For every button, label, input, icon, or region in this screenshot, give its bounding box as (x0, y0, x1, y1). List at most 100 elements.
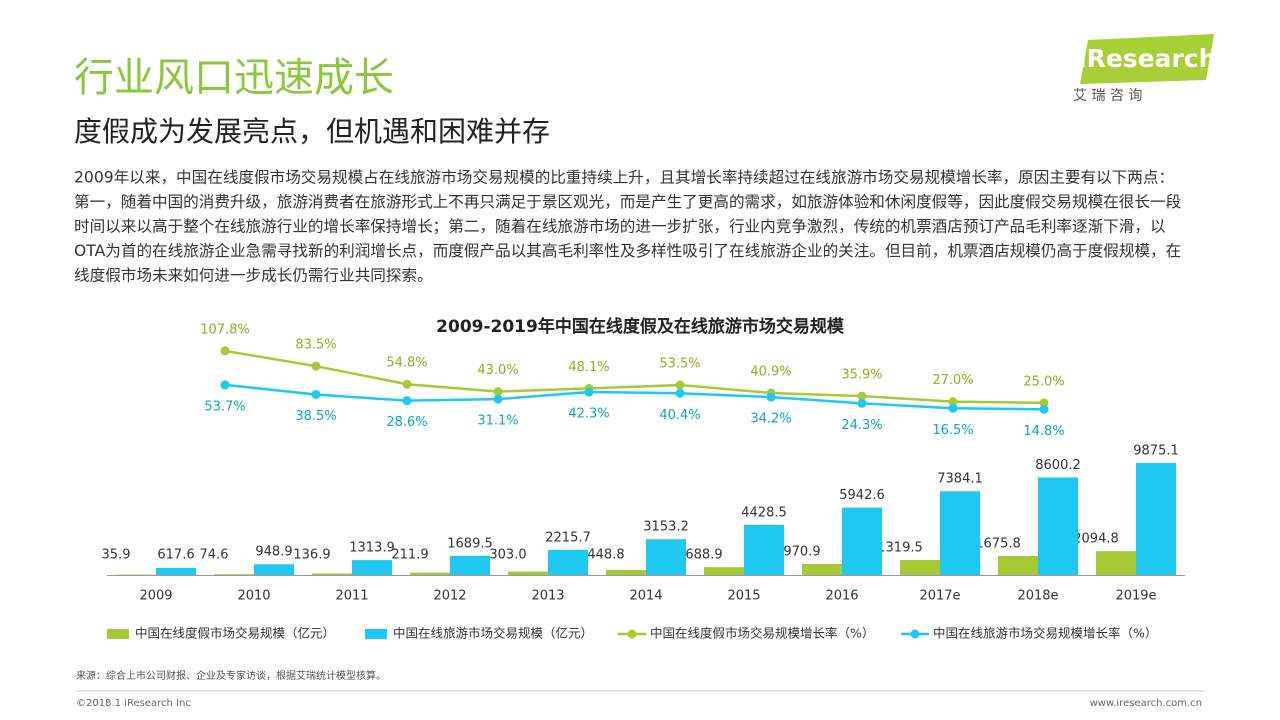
line-label: 54.8% (386, 356, 427, 371)
bar (254, 564, 294, 575)
bar-label: 211.9 (391, 548, 428, 563)
bar-label: 9875.1 (1133, 443, 1179, 458)
bar (410, 572, 450, 575)
line-label: 14.8% (1023, 424, 1064, 439)
legend-label: 中国在线旅游市场交易规模增长率（%） (933, 626, 1157, 641)
line-point (402, 379, 412, 389)
line-label: 24.3% (841, 418, 882, 433)
bar (802, 563, 842, 575)
bar-label: 136.9 (293, 548, 330, 563)
line-label: 40.4% (659, 408, 700, 423)
bar (744, 524, 784, 575)
bar (1136, 462, 1176, 575)
x-tick-label: 2013 (531, 589, 564, 604)
bar-label: 74.6 (200, 548, 229, 563)
line-label: 48.1% (568, 360, 609, 375)
bar-label: 2094.8 (1073, 532, 1119, 547)
bar (842, 507, 882, 575)
x-tick-label: 2016 (825, 589, 858, 604)
bar-label: 8600.2 (1035, 458, 1081, 473)
bar-label: 1675.8 (975, 536, 1021, 551)
bar (508, 571, 548, 575)
website: www.iresearch.com.cn (1090, 698, 1202, 709)
line-point (857, 391, 867, 401)
bar-label: 948.9 (255, 545, 292, 560)
logo-sub: 艾 瑞 咨 询 (1073, 88, 1142, 104)
bar-label: 448.8 (587, 548, 624, 563)
body-line: 线度假市场未来如何进一步成长仍需行业共同探索。 (74, 267, 433, 285)
source: 来源：综合上市公司财报、企业及专家访谈，根据艾瑞统计模型核算。 (76, 669, 386, 682)
body-line: 2009年以来，中国在线度假市场交易规模占在线旅游市场交易规模的比重持续上升，且… (74, 169, 1174, 187)
bar (450, 555, 490, 575)
line-label: 34.2% (750, 412, 791, 427)
bar-label: 3153.2 (643, 520, 689, 535)
line-point (311, 389, 321, 399)
bar (156, 567, 196, 575)
legend-label: 中国在线旅游市场交易规模（亿元） (393, 626, 593, 641)
bar-label: 1319.5 (877, 541, 923, 556)
legend-swatch (107, 629, 129, 639)
copyright: ©2018.1 iResearch Inc (76, 698, 191, 709)
line-label: 28.6% (386, 415, 427, 430)
bar (900, 560, 940, 575)
line-label: 40.9% (750, 364, 791, 379)
line-label: 53.7% (204, 399, 245, 414)
bar-label: 303.0 (489, 548, 526, 563)
line-point (766, 392, 776, 402)
body-line: 时间以来以高于整个在线旅游行业的增长率保持增长；第二，随着在线旅游市场的进一步扩… (74, 218, 1166, 236)
line-point (1039, 398, 1049, 408)
x-tick-label: 2009 (139, 589, 172, 604)
line-label: 107.8% (200, 322, 250, 337)
bar (646, 539, 686, 575)
legend-label: 中国在线度假市场交易规模增长率（%） (650, 626, 874, 641)
title: 行业风口迅速成长 (74, 55, 394, 101)
x-tick-label: 2011 (335, 589, 368, 604)
chart-title: 2009-2019年中国在线度假及在线旅游市场交易规模 (436, 316, 845, 337)
line-label: 31.1% (477, 414, 518, 429)
line-label: 16.5% (932, 423, 973, 438)
line-point (220, 380, 230, 390)
body-line: 第一，随着中国的消费升级，旅游消费者在旅游形式上不再只满足于景区观光，而是产生了… (74, 193, 1181, 211)
body-line: OTA为首的在线旅游企业急需寻找新的利润增长点，而度假产品以其高毛利率性及多样性… (74, 242, 1181, 260)
bar-label: 35.9 (102, 548, 131, 563)
x-tick-label: 2019e (1115, 589, 1156, 604)
line-label: 35.9% (841, 368, 882, 383)
bar (704, 567, 744, 575)
line-point (493, 394, 503, 404)
line-point (948, 403, 958, 413)
line-point (675, 388, 685, 398)
line-label: 42.3% (568, 407, 609, 422)
bar (998, 555, 1038, 575)
bar (312, 573, 352, 575)
line-point (675, 380, 685, 390)
line-point (948, 397, 958, 407)
line-label: 53.5% (659, 357, 700, 372)
line-label: 38.5% (295, 409, 336, 424)
bar (1096, 551, 1136, 575)
line-point (220, 346, 230, 356)
line-label: 83.5% (295, 338, 336, 353)
x-tick-label: 2017e (919, 589, 960, 604)
bar (548, 549, 588, 575)
line-point (311, 361, 321, 371)
bar-label: 1689.5 (447, 536, 493, 551)
line-point (1039, 404, 1049, 414)
x-tick-label: 2014 (629, 589, 662, 604)
legend-swatch (365, 629, 387, 639)
legend-swatch (910, 629, 920, 639)
line-point (402, 396, 412, 406)
x-tick-label: 2018e (1017, 589, 1058, 604)
x-tick-label: 2015 (727, 589, 760, 604)
logo: iResearch (1078, 44, 1216, 73)
bar (214, 574, 254, 575)
line (224, 349, 1045, 405)
bar-label: 617.6 (157, 548, 194, 563)
bar-label: 5942.6 (839, 488, 885, 503)
line-point (857, 398, 867, 408)
bar-label: 1313.9 (349, 541, 395, 556)
bar (940, 491, 980, 575)
bar-label: 2215.7 (545, 530, 591, 545)
line-label: 43.0% (477, 363, 518, 378)
